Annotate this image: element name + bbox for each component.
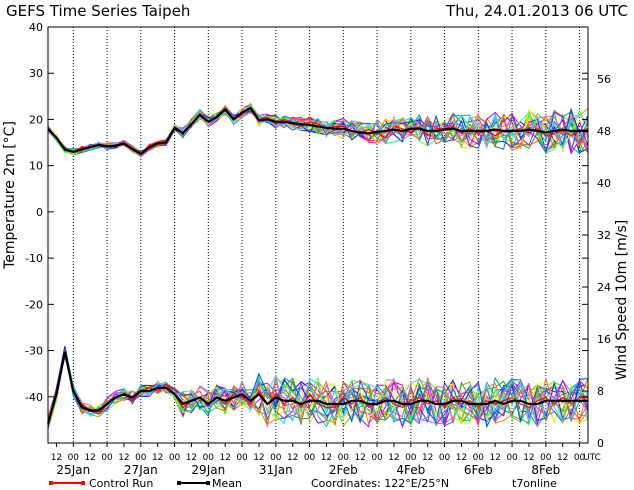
ensemble-wind-line	[47, 350, 589, 428]
date-label: 31Jan	[259, 463, 293, 477]
hour-tick-label: 00	[270, 453, 282, 463]
hour-tick-label: 00	[135, 453, 147, 463]
temperature-axis-title: Temperature 2m [°C]	[2, 121, 18, 270]
hour-tick-label: 12	[489, 453, 500, 463]
hour-tick-label: 00	[506, 453, 518, 463]
hour-tick-label: 00	[439, 453, 451, 463]
hour-tick-label: 00	[574, 453, 586, 463]
hour-tick-label: 00	[169, 453, 181, 463]
hour-tick-label: 12	[186, 453, 197, 463]
date-label: 6Feb	[464, 463, 493, 477]
wind-tick-label: 56	[597, 73, 611, 86]
grid	[72, 27, 581, 443]
wind-tick-label: 48	[597, 125, 611, 138]
hour-tick-label: 12	[287, 453, 298, 463]
hour-tick-label: 00	[236, 453, 248, 463]
main-series	[46, 106, 589, 426]
mean-legend-marker	[206, 481, 210, 485]
ensemble-temperature-line	[47, 105, 589, 158]
wind-axis-title: Wind Speed 10m [m/s]	[614, 220, 630, 380]
temperature-tick-label: 0	[36, 206, 43, 219]
wind-tick-label: 8	[597, 385, 604, 398]
hour-tick-label: 12	[354, 453, 365, 463]
wind-tick-label: 24	[597, 281, 611, 294]
wind-tick-label: 16	[597, 333, 611, 346]
temperature-tick-label: -40	[25, 391, 43, 404]
temperature-tick-label: 30	[29, 67, 43, 80]
date-label: 4Feb	[396, 463, 425, 477]
hour-tick-label: 00	[540, 453, 552, 463]
hour-tick-label: 12	[253, 453, 264, 463]
hour-tick-label: 12	[422, 453, 433, 463]
date-label: 25Jan	[56, 463, 90, 477]
hour-tick-label: 00	[68, 453, 80, 463]
hour-tick-label: 00	[405, 453, 417, 463]
hour-tick-label: 00	[304, 453, 316, 463]
legend: Control Run Mean	[49, 477, 242, 490]
hour-tick-label: 12	[388, 453, 399, 463]
hour-tick-label: 12	[51, 453, 62, 463]
temperature-axis: 40 30 20 10 0 -10 -20 -30 -40	[25, 21, 588, 404]
hour-tick-label: 00	[203, 453, 215, 463]
wind-tick-label: 0	[597, 437, 604, 450]
hour-tick-label: 12	[523, 453, 534, 463]
date-label: 27Jan	[124, 463, 158, 477]
hour-tick-label: 12	[456, 453, 467, 463]
hour-tick-label: 00	[101, 453, 113, 463]
ensemble-wind-line	[47, 346, 589, 429]
temperature-tick-label: 40	[29, 21, 43, 34]
mean-legend-marker	[177, 481, 181, 485]
ensemble-temperature-line	[47, 103, 589, 153]
wind-tick-label: 32	[597, 229, 611, 242]
chart-title: GEFS Time Series Taipeh	[6, 2, 190, 20]
hour-tick-label: 12	[118, 453, 129, 463]
date-label: 8Feb	[531, 463, 560, 477]
time-axis: 12 00 12 00 12 00 12 00 12 00 12 00 12 00 12 00 12 00 12 00…	[51, 443, 601, 477]
hour-tick-label: 12	[84, 453, 95, 463]
mean-wind-line	[46, 351, 588, 424]
date-label: 29Jan	[191, 463, 225, 477]
temperature-tick-label: 10	[29, 160, 43, 173]
ensemble-members	[47, 102, 589, 430]
temperature-tick-label: -30	[25, 345, 43, 358]
mean-legend-label: Mean	[212, 477, 242, 490]
control-run-legend-marker	[81, 481, 85, 485]
wind-tick-label: 40	[597, 177, 611, 190]
temperature-tick-label: -20	[25, 298, 43, 311]
control-run-legend-label: Control Run	[89, 477, 153, 490]
hour-tick-label: 12	[219, 453, 230, 463]
hour-tick-label: 12	[321, 453, 332, 463]
coordinates-label: Coordinates: 122°E/25°N	[311, 477, 449, 490]
wind-axis: 0 8 16 24 32 40 48 56	[582, 73, 611, 450]
source-label: t7online	[512, 477, 557, 490]
temperature-tick-label: -10	[25, 252, 43, 265]
utc-label: UTC	[583, 453, 601, 463]
ensemble-wind-line	[47, 351, 589, 425]
control-run-legend-marker	[49, 481, 53, 485]
hour-tick-label: 00	[338, 453, 350, 463]
mean-temperature-line	[47, 106, 588, 156]
hour-tick-label: 00	[371, 453, 383, 463]
run-date: Thu, 24.01.2013 06 UTC	[445, 2, 628, 20]
hour-tick-label: 12	[152, 453, 163, 463]
hour-tick-label: 12	[557, 453, 568, 463]
date-label: 2Feb	[329, 463, 358, 477]
hour-tick-label: 00	[473, 453, 485, 463]
temperature-tick-label: 20	[29, 113, 43, 126]
